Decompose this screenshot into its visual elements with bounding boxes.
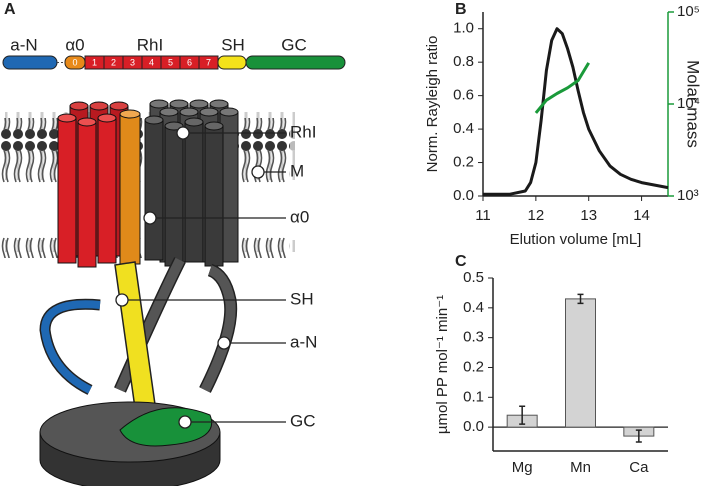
helix-top [149, 99, 169, 109]
helix-top [164, 121, 184, 131]
helix [97, 117, 117, 264]
segment-label: 4 [149, 57, 154, 67]
error-bar [519, 405, 526, 425]
helix-top [109, 101, 129, 111]
callout-dot [176, 126, 190, 140]
callout-label: RhI [290, 122, 316, 141]
y-tick-label: 0.4 [463, 299, 484, 316]
callout-dot [143, 211, 157, 225]
segment-label: 3 [130, 57, 135, 67]
helix-top [184, 117, 204, 127]
y-tick-label: 0.8 [453, 53, 474, 70]
x-tick-label: 13 [580, 207, 597, 224]
helix-top [169, 99, 189, 109]
panel-label: B [455, 1, 467, 18]
callout-label: α0 [290, 207, 309, 226]
series-line [483, 27, 669, 196]
callout-dot [251, 165, 265, 179]
helix [144, 119, 164, 261]
y-tick-label: 0.2 [453, 154, 474, 171]
callout-label: M [290, 161, 304, 180]
y2-axis-label: Molar mass [684, 60, 703, 148]
y-tick-label: 0.4 [453, 120, 474, 137]
helix-top [179, 107, 199, 117]
callout-dot [115, 293, 129, 307]
helix-top [89, 101, 109, 111]
y-axis-label: µmol PP mol⁻¹ min⁻¹ [434, 295, 451, 434]
x-tick-label: Ca [629, 459, 649, 476]
helix-top [204, 121, 224, 131]
y2-tick-label: 10⁴ [677, 95, 700, 112]
helix-top [97, 113, 117, 123]
segment-label: 0 [72, 57, 77, 67]
segment-label: 6 [187, 57, 192, 67]
segment-label: 1 [92, 57, 97, 67]
x-tick-label: Mn [570, 459, 591, 476]
y-tick-label: 0.6 [453, 87, 474, 104]
helix-top [77, 117, 97, 127]
y2-tick-label: 10⁵ [677, 3, 700, 20]
x-axis-label: Elution volume [mL] [510, 231, 642, 248]
helix-top [189, 99, 209, 109]
helix-top [209, 99, 229, 109]
bar [565, 298, 596, 428]
domain-label: GC [281, 35, 307, 54]
error-bar [635, 429, 642, 443]
y-tick-label: 0.3 [463, 329, 484, 346]
x-tick-label: 14 [633, 207, 650, 224]
arm-a-n [40, 300, 101, 394]
domain-a-n [2, 55, 58, 70]
callout-dot [217, 336, 231, 350]
panel-label: A [4, 1, 16, 18]
segment-label: 5 [168, 57, 173, 67]
helix-top [57, 113, 77, 123]
domain-label: α0 [65, 35, 84, 54]
y-tick-label: 1.0 [453, 20, 474, 37]
y-tick-label: 0.1 [463, 388, 484, 405]
helix-top [144, 115, 164, 125]
domain-gc [245, 55, 346, 70]
y-tick-label: 0.5 [463, 269, 484, 286]
helix [164, 125, 184, 267]
error-bar [577, 293, 584, 305]
segment-label: 7 [206, 57, 211, 67]
domain-sh [217, 55, 247, 70]
helix-top [69, 101, 89, 111]
domain-label: a-N [10, 35, 37, 54]
domain-label: SH [221, 35, 245, 54]
y2-tick-label: 10³ [677, 187, 699, 204]
helix-top [159, 107, 179, 117]
y-tick-label: 0.0 [453, 187, 474, 204]
callout-label: a-N [290, 332, 317, 351]
helix [119, 113, 141, 265]
callout-label: SH [290, 289, 314, 308]
callout-dot [178, 415, 192, 429]
x-tick-label: Mg [512, 459, 533, 476]
panel-label: C [455, 253, 467, 270]
segment-label: 2 [111, 57, 116, 67]
helix-top [119, 109, 141, 119]
y-tick-label: 0.0 [463, 418, 484, 435]
y-axis-label: Norm. Rayleigh ratio [424, 36, 441, 173]
helix [204, 125, 224, 267]
y-tick-label: 0.2 [463, 358, 484, 375]
callout-label: GC [290, 411, 316, 430]
x-tick-label: 12 [528, 207, 545, 224]
helix [57, 117, 77, 264]
x-tick-label: 11 [475, 207, 491, 224]
series-line [534, 62, 590, 114]
helix [184, 121, 204, 263]
helix [77, 121, 97, 268]
helix-top [199, 107, 219, 117]
domain-label: RhI [137, 35, 163, 54]
helix-top [219, 107, 239, 117]
